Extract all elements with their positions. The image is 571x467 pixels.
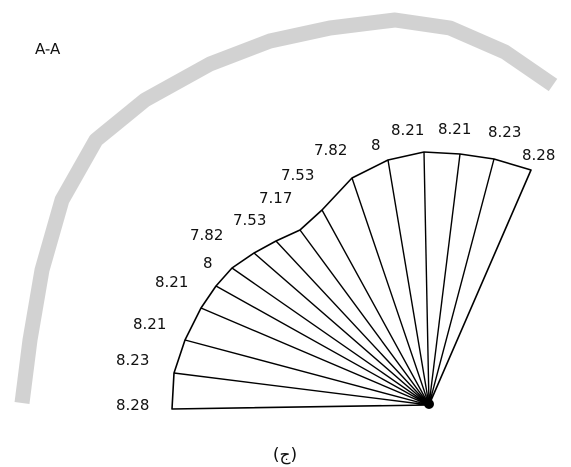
length-label-3: 8.21 (133, 315, 166, 333)
length-label-15: 8.28 (522, 146, 555, 164)
length-label-13: 8.21 (438, 120, 471, 138)
fan-spoke-1 (173, 372, 430, 406)
length-label-2: 8.23 (116, 351, 149, 369)
outer-arc-band (14, 12, 558, 404)
figure-caption: (ج) (273, 445, 297, 465)
length-label-12: 8.21 (391, 121, 424, 139)
length-label-4: 8.21 (155, 273, 188, 291)
fan-hub (424, 399, 434, 409)
length-label-1: 8.28 (116, 396, 149, 414)
length-label-9: 7.53 (281, 166, 314, 184)
fan-spoke-3 (200, 307, 430, 406)
fan-spoke-11 (387, 159, 430, 406)
fan-spoke-6 (253, 252, 430, 406)
length-label-7: 7.53 (233, 211, 266, 229)
fan-spoke-13 (428, 153, 461, 406)
fan-spoke-7 (275, 240, 430, 406)
fan-spoke-8 (299, 229, 430, 406)
fan-spoke-12 (423, 151, 430, 406)
fan-outline (171, 151, 532, 410)
fan-spoke-4 (215, 285, 430, 406)
fan-shape (171, 151, 532, 410)
length-label-10: 7.82 (314, 141, 347, 159)
length-label-5: 8 (203, 254, 213, 272)
length-label-8: 7.17 (259, 189, 292, 207)
fan-spoke-2 (184, 339, 430, 406)
length-label-14: 8.23 (488, 123, 521, 141)
length-label-6: 7.82 (190, 226, 223, 244)
fan-spoke-14 (428, 158, 495, 406)
fan-spoke-5 (231, 267, 430, 406)
length-label-11: 8 (371, 136, 381, 154)
section-label: A-A (35, 40, 61, 58)
fan-spoke-10 (351, 177, 430, 406)
fan-spoke-9 (321, 209, 430, 406)
